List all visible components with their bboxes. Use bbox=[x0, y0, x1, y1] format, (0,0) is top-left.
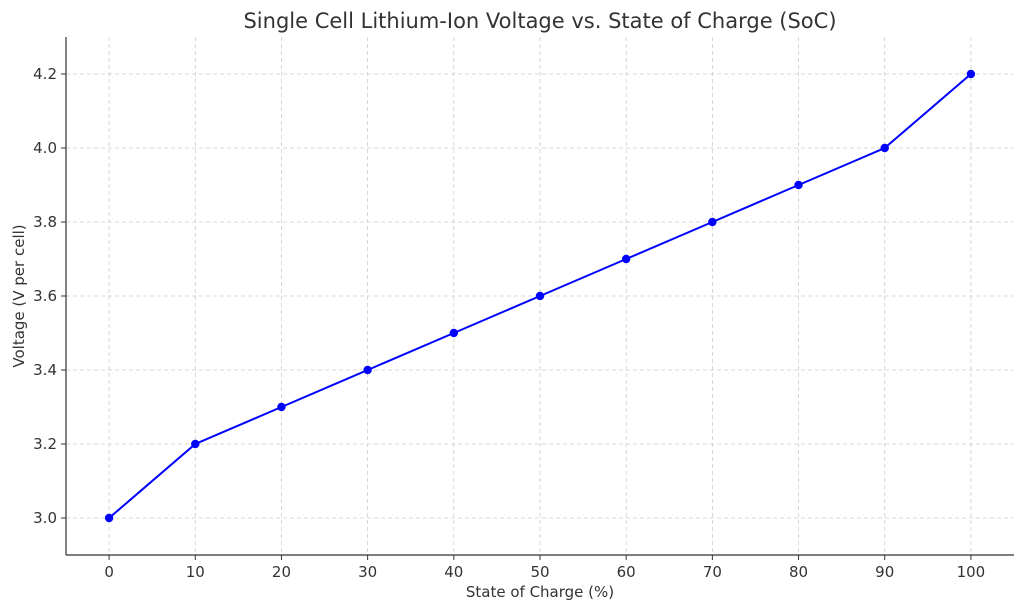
data-point bbox=[621, 254, 631, 264]
y-tick-label: 4.0 bbox=[33, 139, 57, 157]
chart-title: Single Cell Lithium-Ion Voltage vs. Stat… bbox=[243, 9, 836, 33]
x-tick-label: 80 bbox=[789, 563, 808, 581]
y-tick-label: 3.4 bbox=[33, 361, 57, 379]
y-axis-label: Voltage (V per cell) bbox=[10, 224, 28, 367]
x-tick-label: 60 bbox=[617, 563, 636, 581]
grid bbox=[66, 37, 1014, 555]
x-tick-label: 20 bbox=[272, 563, 291, 581]
y-tick-label: 3.6 bbox=[33, 287, 57, 305]
x-tick-label: 100 bbox=[957, 563, 986, 581]
data-point bbox=[104, 513, 114, 523]
x-axis-label: State of Charge (%) bbox=[466, 583, 614, 601]
data-point bbox=[708, 217, 717, 227]
x-tick-label: 70 bbox=[703, 563, 722, 581]
data-point bbox=[794, 180, 803, 190]
x-tick-label: 40 bbox=[444, 563, 463, 581]
y-tick-label: 3.8 bbox=[33, 213, 57, 231]
data-point bbox=[880, 143, 889, 153]
data-point bbox=[966, 69, 976, 79]
data-point bbox=[535, 291, 545, 301]
y-tick-label: 4.2 bbox=[33, 65, 57, 83]
data-point bbox=[191, 439, 200, 449]
x-tick-label: 10 bbox=[186, 563, 205, 581]
series bbox=[104, 69, 976, 523]
data-point bbox=[363, 365, 372, 375]
data-point bbox=[277, 402, 286, 412]
y-tick-label: 3.2 bbox=[33, 435, 57, 453]
x-tick-label: 0 bbox=[104, 563, 114, 581]
x-tick-label: 50 bbox=[530, 563, 549, 581]
x-tick-label: 30 bbox=[358, 563, 377, 581]
data-point bbox=[449, 328, 459, 338]
y-tick-label: 3.0 bbox=[33, 509, 57, 527]
ticks: 0 10 20 30 40 50 60 70 80 90 100 3.0 3.2 3.4 3.6 3.8 4.0… bbox=[33, 65, 985, 581]
x-tick-label: 90 bbox=[875, 563, 894, 581]
